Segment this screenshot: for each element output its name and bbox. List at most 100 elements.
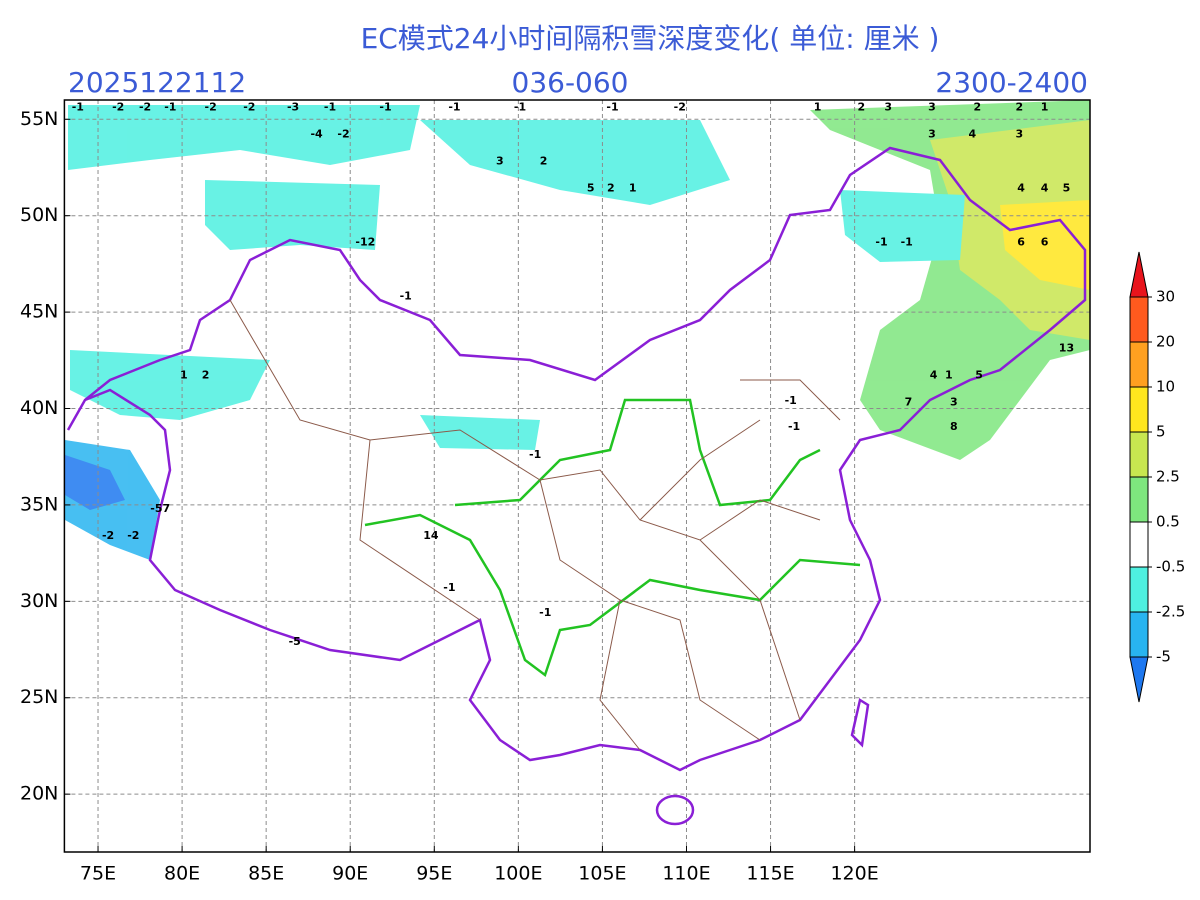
snow-patch: [65, 455, 125, 510]
value-label: -2: [243, 101, 255, 114]
value-label: -1: [539, 606, 551, 619]
colorbar-box: [1129, 341, 1149, 388]
y-tick-label: 45N: [20, 301, 58, 323]
value-label: -1: [379, 101, 391, 114]
colorbar-label: 30: [1156, 288, 1175, 306]
value-label: 3: [928, 128, 936, 141]
value-label: -1: [788, 420, 800, 433]
value-label: 5: [975, 369, 983, 382]
value-label: -1: [785, 394, 797, 407]
y-tick-label: 55N: [20, 108, 58, 130]
snow-patch: [840, 190, 965, 262]
value-label: -1: [448, 101, 460, 114]
snow-patch: [420, 120, 730, 205]
value-label: 2: [974, 101, 982, 114]
value-label: -3: [287, 101, 299, 114]
colorbar-label: -0.5: [1156, 558, 1185, 576]
value-label: 2: [202, 369, 210, 382]
value-label: -1: [529, 448, 541, 461]
river: [454, 398, 821, 507]
colorbar-label: 0.5: [1156, 513, 1180, 531]
value-label: 6: [1017, 236, 1025, 249]
value-label: 5: [1063, 182, 1071, 195]
colorbar-arrow: [1129, 251, 1149, 298]
value-label: -1: [901, 236, 913, 249]
colorbar-box: [1129, 521, 1149, 568]
map-frame: [63, 99, 1091, 853]
value-label: 7: [905, 396, 913, 409]
value-label: 13: [1059, 342, 1074, 355]
value-label: -2: [205, 101, 217, 114]
value-label: -1: [164, 101, 176, 114]
x-tick-label: 75E: [80, 863, 116, 885]
colorbar-label: -5: [1156, 648, 1171, 666]
colorbar-box: [1129, 476, 1149, 523]
value-label: -2: [102, 529, 114, 542]
value-label: -12: [355, 236, 375, 249]
value-label: -2: [674, 101, 686, 114]
x-tick-label: 115E: [746, 863, 794, 885]
province-borders: [229, 299, 841, 751]
value-label: 2: [858, 101, 866, 114]
colorbar-box: [1129, 386, 1149, 433]
x-tick-label: 85E: [248, 863, 284, 885]
snow-patch: [68, 105, 420, 170]
value-label: 3: [950, 396, 958, 409]
value-label: 1: [1041, 101, 1049, 114]
value-label: 6: [1041, 236, 1049, 249]
value-label: -2: [112, 101, 124, 114]
snow-patch: [1000, 200, 1090, 290]
y-tick-label: 35N: [20, 493, 58, 515]
init-time: 2025122112: [68, 66, 246, 99]
value-label: 4: [1041, 182, 1049, 195]
colorbar-label: 2.5: [1156, 468, 1180, 486]
hainan: [655, 794, 695, 826]
valid-hours: 2300-2400: [935, 66, 1088, 99]
colorbar-label: 5: [1156, 423, 1166, 441]
value-label: 3: [884, 101, 892, 114]
value-label: 2: [1016, 101, 1024, 114]
title: EC模式24小时间隔积雪深度变化( 单位: 厘米 ): [361, 22, 940, 55]
map-area: [64, 100, 1090, 852]
value-label: -1: [443, 581, 455, 594]
snow-patch: [420, 415, 540, 450]
x-tick-label: 80E: [164, 863, 200, 885]
value-label: 1: [180, 369, 188, 382]
colorbar-box: [1129, 566, 1149, 613]
value-label: 4: [968, 128, 976, 141]
value-label: 2: [540, 155, 548, 168]
value-label: 8: [950, 420, 958, 433]
value-label: 3: [928, 101, 936, 114]
colorbar-box: [1129, 611, 1149, 658]
y-tick-label: 20N: [20, 783, 58, 805]
value-label: -1: [324, 101, 336, 114]
value-label: -1: [400, 290, 412, 303]
value-label: -1: [606, 101, 618, 114]
forecast-hours: 036-060: [512, 66, 629, 99]
taiwan: [850, 698, 870, 748]
x-tick-label: 100E: [494, 863, 542, 885]
x-tick-label: 105E: [578, 863, 626, 885]
value-label: 2: [607, 182, 615, 195]
value-label: 3: [496, 155, 504, 168]
country-border: [66, 146, 1087, 772]
value-label: -2: [127, 529, 139, 542]
colorbar-label: 10: [1156, 378, 1175, 396]
x-tick-label: 120E: [830, 863, 878, 885]
y-tick-label: 50N: [20, 204, 58, 226]
x-tick-label: 95E: [416, 863, 452, 885]
colorbar-box: [1129, 296, 1149, 343]
y-tick-label: 25N: [20, 686, 58, 708]
colorbar-arrow: [1129, 656, 1149, 703]
value-label: 1: [629, 182, 637, 195]
value-label: 3: [1016, 128, 1024, 141]
value-label: -1: [72, 101, 84, 114]
colorbar-box: [1129, 431, 1149, 478]
x-tick-label: 90E: [332, 863, 368, 885]
snow-patch: [70, 350, 270, 420]
value-label: -1: [514, 101, 526, 114]
x-tick-label: 110E: [662, 863, 710, 885]
value-label: 4: [930, 369, 938, 382]
y-tick-label: 40N: [20, 397, 58, 419]
